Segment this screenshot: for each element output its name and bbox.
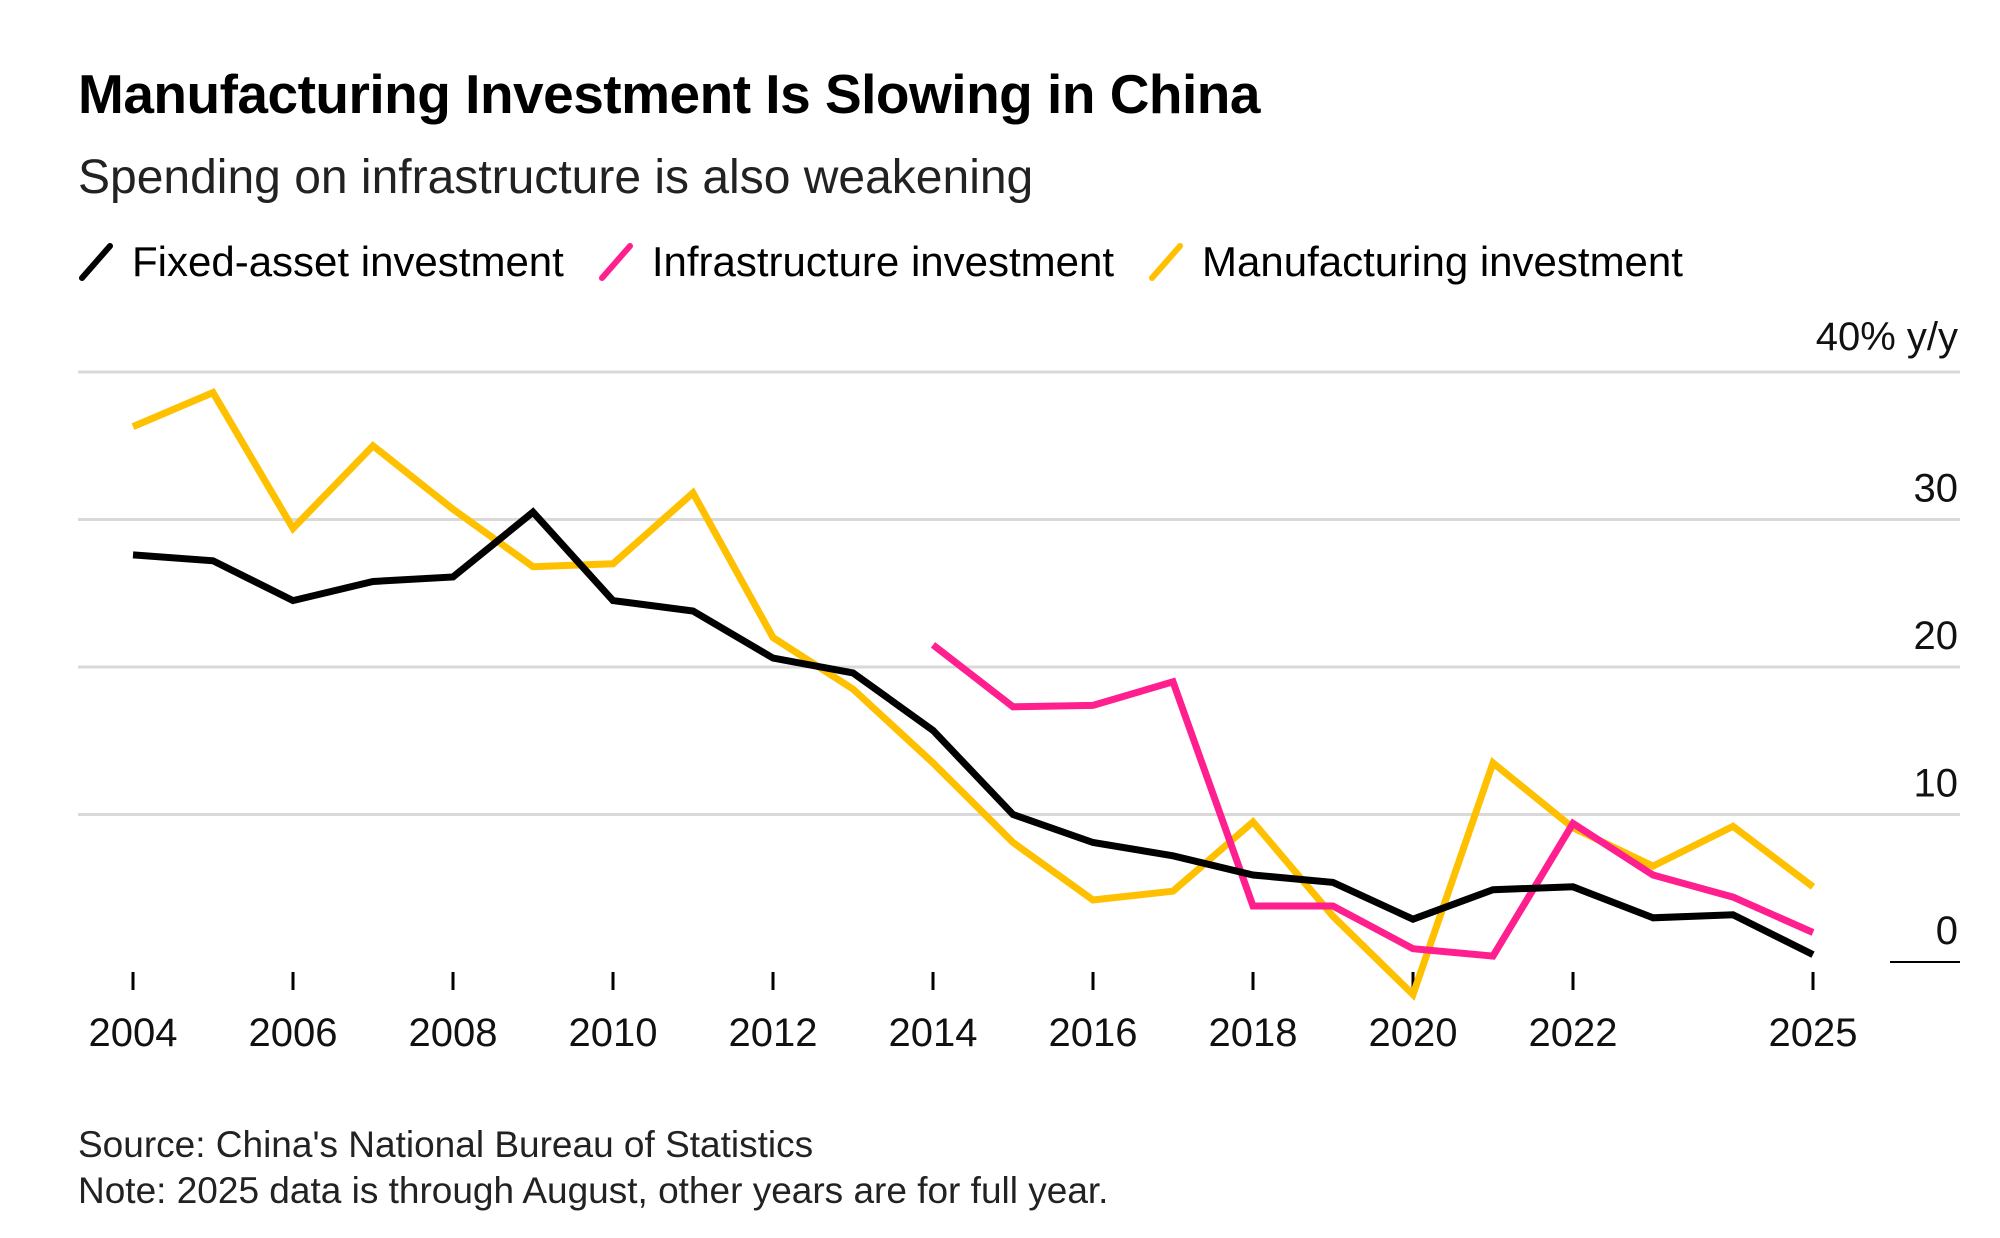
series-line-fixed [132, 507, 1815, 958]
x-tick-label-2012: 2012 [729, 1011, 818, 1055]
chart-title: Manufacturing Investment Is Slowing in C… [78, 63, 1260, 125]
legend-swatch-fixed-asset [79, 243, 113, 281]
legend-swatch-manufacturing [1149, 243, 1184, 281]
y-tick-label-10: 10 [1914, 762, 1959, 806]
series-line-infra [930, 642, 1815, 960]
legend-item-fixed-asset: Fixed-asset investment [78, 238, 564, 286]
legend-swatch-infrastructure [598, 243, 633, 281]
y-tick-label-30: 30 [1914, 467, 1959, 511]
x-tick-label-2008: 2008 [409, 1011, 498, 1055]
x-tick-label-2014: 2014 [889, 1011, 978, 1055]
x-tick-label-2018: 2018 [1209, 1011, 1298, 1055]
legend-item-manufacturing: Manufacturing investment [1148, 238, 1683, 286]
x-tick-label-2016: 2016 [1049, 1011, 1138, 1055]
series-line-manuf [131, 388, 1816, 1001]
x-tick-label-2004: 2004 [89, 1011, 178, 1055]
y-axis-label: 40% y/y [1816, 315, 1958, 359]
x-tick-label-2006: 2006 [249, 1011, 338, 1055]
chart-subtitle: Spending on infrastructure is also weake… [78, 151, 1034, 204]
source-note: Source: China's National Bureau of Stati… [78, 1124, 814, 1165]
x-tick-label-2020: 2020 [1369, 1011, 1458, 1055]
y-tick-label-0: 0 [1936, 909, 1958, 953]
legend-label-manufacturing: Manufacturing investment [1202, 238, 1683, 285]
y-tick-label-20: 20 [1914, 614, 1959, 658]
chart-footer: Source: China's National Bureau of Stati… [78, 1122, 1108, 1214]
data-note: Note: 2025 data is through August, other… [78, 1170, 1109, 1211]
x-tick-label-2022: 2022 [1529, 1011, 1618, 1055]
legend: Fixed-asset investment Infrastructure in… [78, 234, 1717, 290]
legend-label-infrastructure: Infrastructure investment [651, 238, 1115, 285]
x-tick-label-2025: 2025 [1769, 1011, 1858, 1055]
legend-label-fixed-asset: Fixed-asset investment [132, 238, 564, 285]
x-tick-label-2010: 2010 [569, 1011, 658, 1055]
legend-item-infrastructure: Infrastructure investment [598, 238, 1114, 286]
